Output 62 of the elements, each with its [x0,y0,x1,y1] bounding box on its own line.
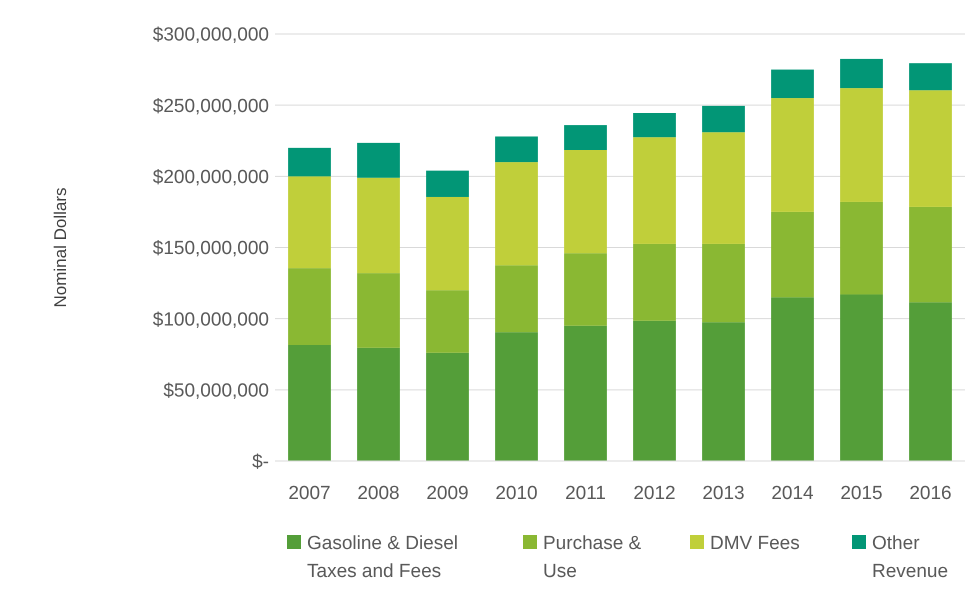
bar [357,273,400,348]
legend-label: Gasoline & Diesel Taxes and Fees [307,533,458,582]
bar [633,137,676,244]
bar [702,322,745,461]
y-axis-title: Nominal Dollars [51,188,70,308]
x-tick-label: 2009 [426,483,469,504]
bar [495,265,538,332]
bar [771,212,814,298]
bar [288,345,331,461]
bar [564,326,607,461]
bar [357,348,400,461]
bar [357,142,400,178]
bar [633,320,676,461]
bar [426,352,469,461]
bar [840,58,883,88]
x-tick-label: 2014 [771,483,814,504]
y-tick-label: $100,000,000 [152,309,269,330]
legend-label: DMV Fees [710,533,800,554]
bar [840,202,883,294]
bar [702,106,745,132]
x-tick-label: 2016 [909,483,952,504]
bar [426,290,469,353]
bar [495,136,538,162]
bar [909,206,952,302]
bar [702,132,745,244]
x-tick-label: 2012 [633,483,676,504]
bar [564,253,607,326]
bar [909,302,952,461]
y-tick-label: $300,000,000 [152,24,269,46]
y-tick-label: $50,000,000 [163,380,269,402]
y-tick-label: $150,000,000 [152,238,269,260]
bar [564,150,607,254]
bar [426,196,469,290]
bar [840,294,883,461]
x-tick-label: 2007 [288,483,331,504]
bar [288,148,331,176]
bar [909,63,952,90]
y-tick-label: $- [252,452,269,473]
bar [771,297,814,461]
bar [702,244,745,322]
bar [495,162,538,266]
legend-label: Other Revenue [872,533,948,582]
bar [909,90,952,207]
x-tick-label: 2011 [565,483,606,504]
x-tick-label: 2015 [840,483,883,504]
x-tick-label: 2013 [702,483,745,504]
y-tick-label: $250,000,000 [152,96,269,117]
bar [771,70,814,98]
bar [426,170,469,197]
bar [633,244,676,321]
bar [564,125,607,150]
bar [633,112,676,138]
legend-label: Purchase & Use [543,533,642,582]
bar [495,332,538,461]
y-tick-label: $200,000,000 [152,166,269,188]
bar [771,98,814,212]
bar [840,88,883,202]
x-tick-label: 2008 [357,483,400,504]
x-tick-label: 2010 [495,483,538,504]
bar [357,178,400,274]
bar [288,176,331,268]
bar [288,268,331,345]
